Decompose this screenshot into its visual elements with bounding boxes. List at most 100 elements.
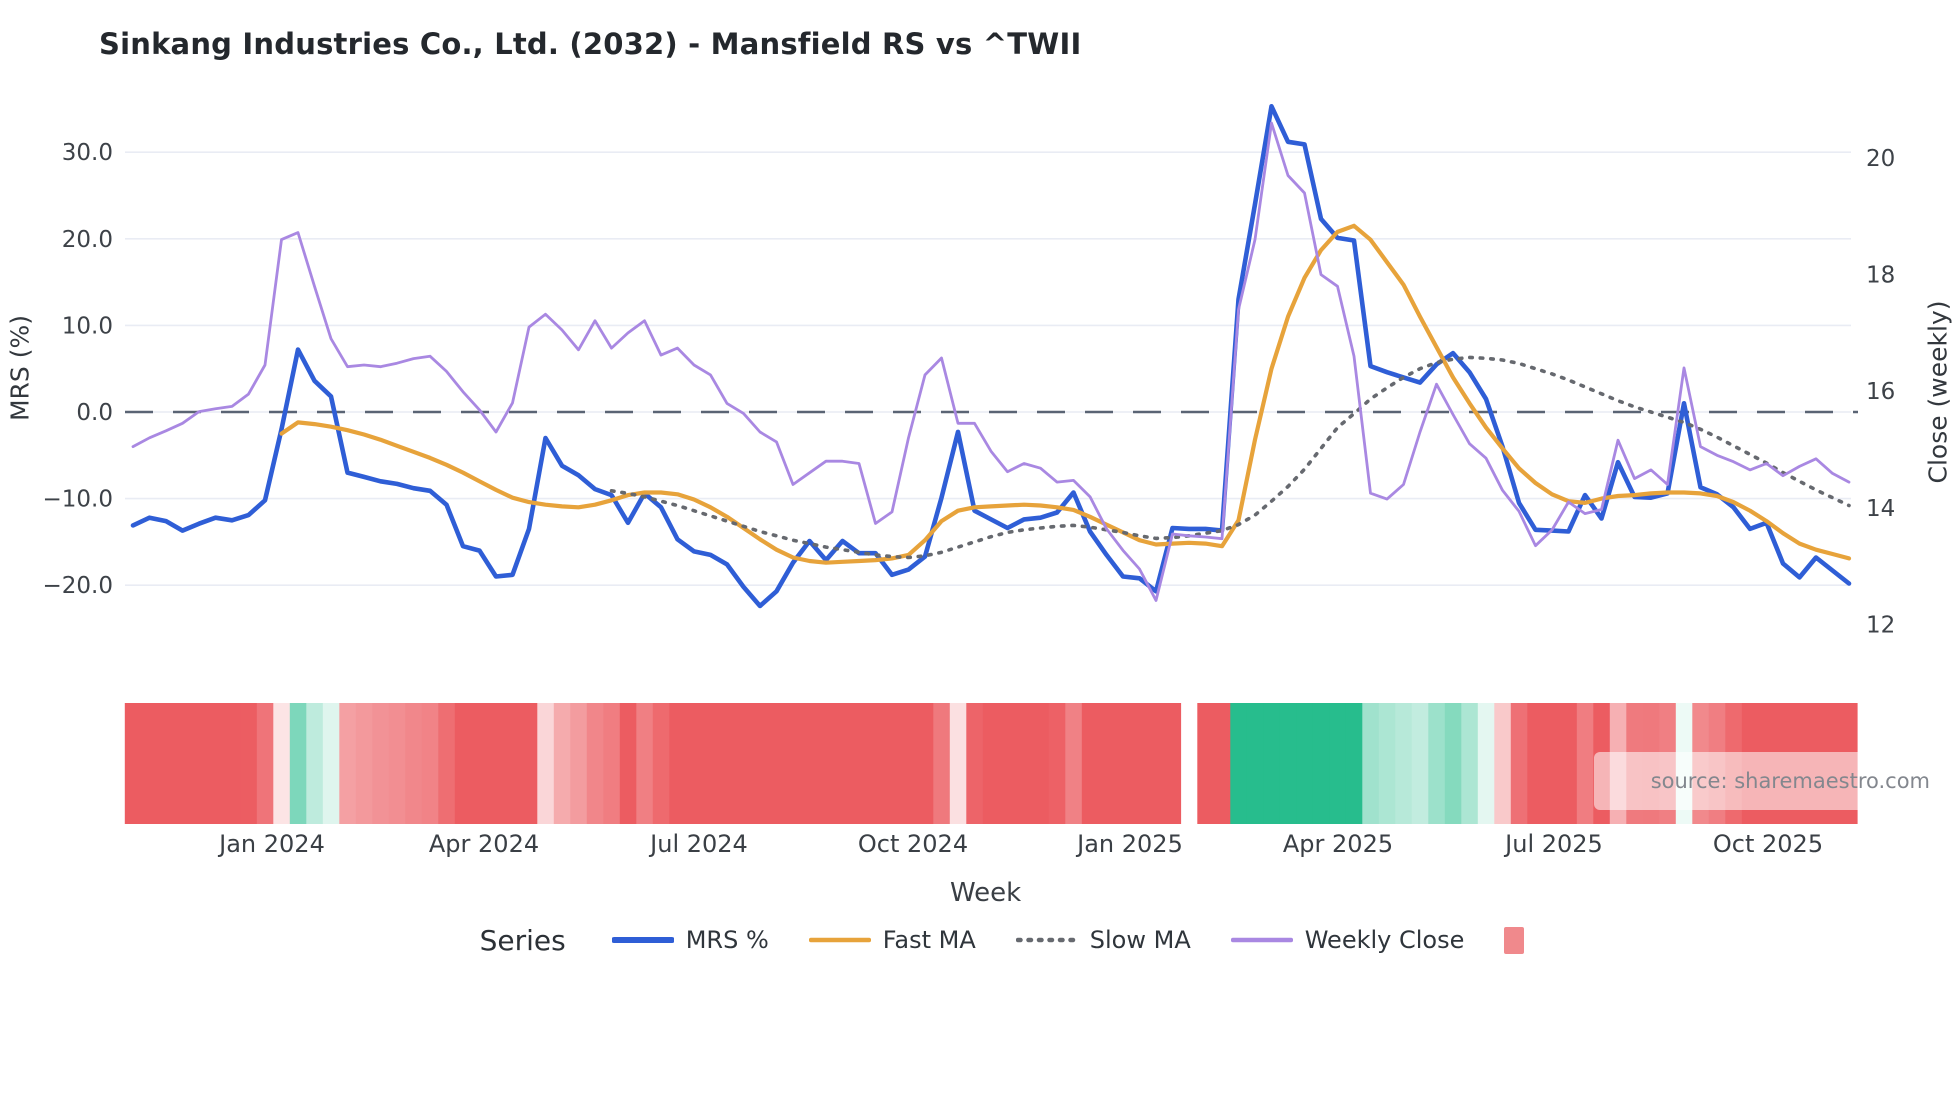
x-tick-label: Jul 2025 xyxy=(1503,830,1603,858)
heatmap-cell xyxy=(735,703,753,824)
heatmap-cell xyxy=(1576,703,1594,824)
heatmap-cell xyxy=(1560,703,1578,824)
heatmap-cell xyxy=(520,703,538,824)
heatmap-cell xyxy=(1164,703,1182,824)
heatmap-cell xyxy=(817,703,835,824)
heatmap-cell xyxy=(1048,703,1066,824)
heatmap-cell xyxy=(1510,703,1528,824)
heatmap-cell xyxy=(702,703,720,824)
heatmap-cell xyxy=(850,703,868,824)
heatmap-cell xyxy=(982,703,1000,824)
heatmap-cell xyxy=(289,703,307,824)
y-right-tick-label: 18 xyxy=(1866,263,1895,289)
heatmap-cell xyxy=(504,703,522,824)
heatmap-cell xyxy=(273,703,291,824)
heatmap-cell xyxy=(537,703,555,824)
heatmap-cell xyxy=(1444,703,1462,824)
heatmap-cell xyxy=(1362,703,1380,824)
heatmap-cell xyxy=(1279,703,1297,824)
heatmap-cell xyxy=(190,703,208,824)
heatmap-cell xyxy=(1345,703,1363,824)
heatmap-cell xyxy=(1065,703,1083,824)
heatmap-cell xyxy=(223,703,241,824)
heatmap-cell xyxy=(1527,703,1545,824)
heatmap-cell xyxy=(157,703,175,824)
legend-item-weekly-close[interactable]: Weekly Close xyxy=(1230,926,1464,954)
y-right-tick-label: 20 xyxy=(1866,146,1895,172)
heatmap-cell xyxy=(1477,703,1495,824)
y-left-tick-label: −10.0 xyxy=(43,487,113,513)
legend-swatch-weekly-close xyxy=(1230,937,1293,943)
heatmap-cell xyxy=(867,703,885,824)
series-line-mrs- xyxy=(130,104,1852,609)
heatmap-cell xyxy=(636,703,654,824)
heatmap-cell xyxy=(801,703,819,824)
x-tick-label: Jan 2024 xyxy=(217,830,325,858)
heatmap-cell xyxy=(1213,703,1231,824)
heatmap-cell xyxy=(141,703,159,824)
heatmap-cell xyxy=(1147,703,1165,824)
heatmap-cell xyxy=(124,703,142,824)
heatmap-cell xyxy=(1543,703,1561,824)
heatmap-cell xyxy=(322,703,340,824)
series-line-fast-ma xyxy=(279,223,1852,565)
legend-item-label: Fast MA xyxy=(882,926,976,954)
heatmap-cell xyxy=(1494,703,1512,824)
heatmap-cell xyxy=(421,703,439,824)
heatmap-cell xyxy=(966,703,984,824)
heatmap-cell xyxy=(768,703,786,824)
legend-item-label: MRS % xyxy=(685,926,769,954)
heatmap-cell xyxy=(306,703,324,824)
heatmap-cell xyxy=(240,703,258,824)
y-right-tick-label: 12 xyxy=(1866,612,1895,638)
heatmap-cell xyxy=(553,703,571,824)
y-left-tick-label: 30.0 xyxy=(62,140,113,166)
legend-item-fast-ma[interactable]: Fast MA xyxy=(808,926,976,954)
heatmap-cell xyxy=(256,703,274,824)
heatmap-cell xyxy=(372,703,390,824)
heatmap-cell xyxy=(652,703,670,824)
heatmap-cell xyxy=(949,703,967,824)
heatmap-cell xyxy=(834,703,852,824)
heatmap-cell xyxy=(718,703,736,824)
heatmap-cell xyxy=(1296,703,1314,824)
legend-title: Series xyxy=(479,923,566,957)
heatmap-cell xyxy=(1395,703,1413,824)
heatmap-cell xyxy=(685,703,703,824)
x-axis-title: Week xyxy=(950,878,1022,908)
heatmap-cell xyxy=(1329,703,1347,824)
heatmap-cell xyxy=(1246,703,1264,824)
heatmap-cell xyxy=(1114,703,1132,824)
heatmap-cell xyxy=(883,703,901,824)
legend-item-label: Slow MA xyxy=(1089,926,1191,954)
chart-title: Sinkang Industries Co., Ltd. (2032) - Ma… xyxy=(99,27,1082,62)
legend-item-slow-ma[interactable]: Slow MA xyxy=(1015,926,1191,954)
legend-swatch-slow-ma xyxy=(1015,937,1078,943)
heatmap-cell xyxy=(900,703,918,824)
heatmap-cell xyxy=(1131,703,1149,824)
y-left-tick-label: 20.0 xyxy=(62,227,113,253)
heatmap-cell xyxy=(1378,703,1396,824)
heatmap-cell xyxy=(1263,703,1281,824)
x-tick-label: Jan 2025 xyxy=(1075,830,1183,858)
heatmap-cell xyxy=(487,703,505,824)
legend-swatch-fast-ma xyxy=(808,937,871,943)
heatmap-cell xyxy=(999,703,1017,824)
legend-swatch-mrs- xyxy=(611,937,674,943)
y-right-tick-label: 14 xyxy=(1866,496,1895,522)
y-right-tick-label: 16 xyxy=(1866,379,1895,405)
legend-heatmap-swatch[interactable] xyxy=(1504,926,1525,954)
heatmap-cell xyxy=(669,703,687,824)
series-line-weekly-close xyxy=(131,121,1851,602)
heatmap-cell xyxy=(1032,703,1050,824)
series-line-slow-ma xyxy=(609,355,1851,560)
legend-item-mrs-[interactable]: MRS % xyxy=(611,926,769,954)
heatmap-cell xyxy=(471,703,489,824)
heatmap-cell xyxy=(570,703,588,824)
heatmap-cell xyxy=(1015,703,1033,824)
x-tick-label: Oct 2024 xyxy=(858,830,968,858)
heatmap-cell xyxy=(207,703,225,824)
heatmap-cell xyxy=(1428,703,1446,824)
